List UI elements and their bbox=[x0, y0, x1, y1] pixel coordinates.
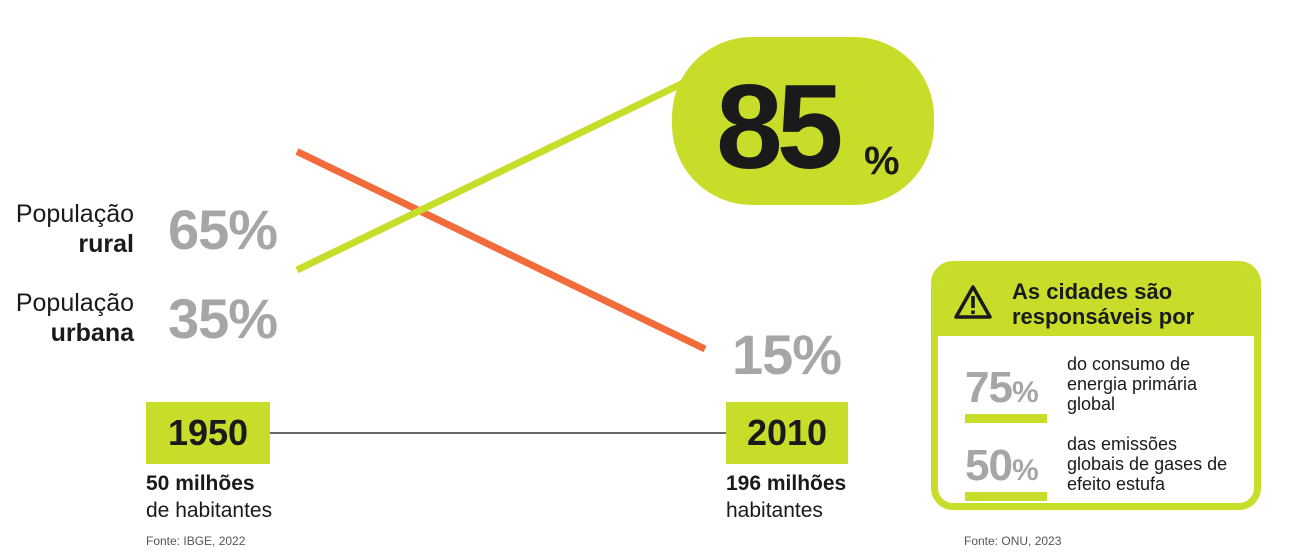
source-onu: Fonte: ONU, 2023 bbox=[964, 534, 1062, 548]
urban-2010-percent-sign: % bbox=[864, 139, 900, 183]
stat-energy-value: 75 bbox=[965, 363, 1013, 412]
warning-icon bbox=[954, 285, 992, 319]
series-line-rural bbox=[295, 148, 707, 353]
stat-emissions-bar bbox=[965, 492, 1047, 501]
stat-emissions-value: 50 bbox=[965, 441, 1013, 490]
stat-row-emissions: 50% bbox=[965, 444, 1047, 501]
urban-1950-value: 35% bbox=[168, 287, 278, 350]
pop-end-strong: 196 milhões bbox=[726, 472, 847, 495]
rural-series-label: População rural bbox=[15, 200, 134, 258]
year-end-box: 2010 bbox=[726, 402, 848, 464]
card-title: As cidades são responsáveis por bbox=[1012, 279, 1195, 329]
urban-series-label: População urbana bbox=[15, 289, 134, 347]
stat-energy-desc: do consumo de energia primária global bbox=[1067, 354, 1198, 414]
stat-energy-percent: % bbox=[1011, 376, 1039, 409]
stat-emissions-percent: % bbox=[1011, 454, 1039, 487]
year-start-box: 1950 bbox=[146, 402, 270, 464]
cities-card: As cidades são responsáveis por 75% do c… bbox=[931, 261, 1261, 510]
stat-energy-bar bbox=[965, 414, 1047, 423]
pop-start-strong: 50 milhões bbox=[146, 472, 255, 495]
card-header: As cidades são responsáveis por bbox=[938, 268, 1254, 336]
stat-row-energy: 75% bbox=[965, 366, 1047, 423]
urban-2010-bubble: 85 % bbox=[672, 37, 934, 205]
series-line-urban bbox=[295, 69, 707, 274]
pop-end-normal: habitantes bbox=[726, 499, 823, 522]
source-ibge: Fonte: IBGE, 2022 bbox=[146, 534, 246, 548]
pop-start-normal: de habitantes bbox=[146, 499, 273, 522]
rural-2010-value: 15% bbox=[732, 323, 842, 386]
stat-emissions-desc: das emissões globais de gases de efeito … bbox=[1067, 434, 1228, 494]
urban-2010-value: 85 bbox=[716, 60, 844, 194]
rural-1950-value: 65% bbox=[168, 198, 278, 261]
